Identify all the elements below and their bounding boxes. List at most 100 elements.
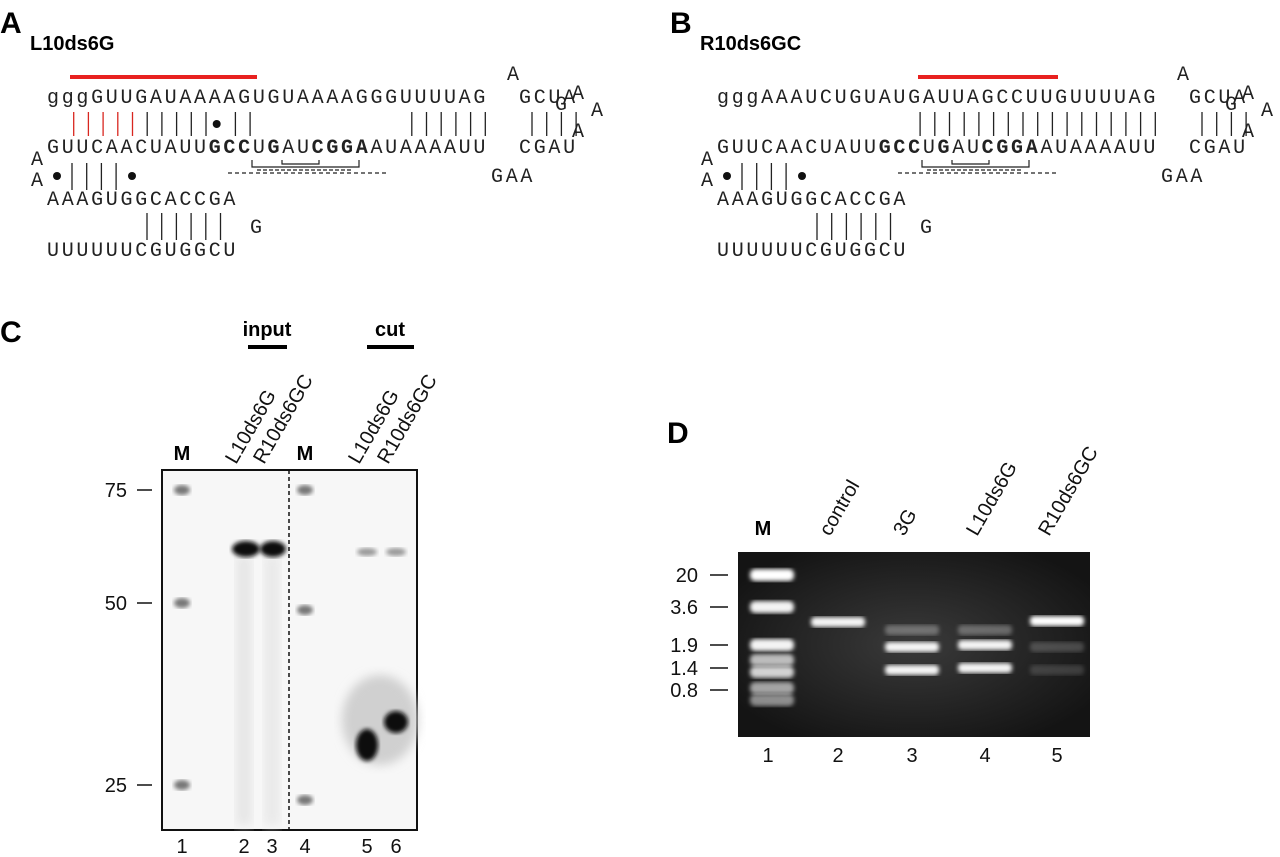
lane-number: 1: [176, 836, 187, 857]
loop-base: A: [1261, 100, 1276, 123]
loop-base: A: [31, 149, 46, 172]
wobble-dot: [53, 172, 61, 180]
structure-title: R10ds6GC: [700, 33, 801, 55]
band: [1030, 616, 1084, 626]
lane-number: 6: [390, 836, 401, 857]
panel-label: B: [670, 7, 692, 40]
band: [750, 666, 794, 678]
band: [885, 625, 939, 635]
highlight-bar: [918, 75, 1058, 79]
size-label: 0.8: [670, 680, 698, 702]
lane-number: 5: [1051, 745, 1062, 767]
sequence-part: AUAAAAUU: [370, 137, 488, 160]
loop-base: A: [591, 100, 606, 123]
sequence-part: CGGA: [982, 137, 1041, 160]
lane-number: 1: [762, 745, 773, 767]
band: [750, 682, 794, 694]
sequence-part: GUUCAACUAUU: [717, 137, 879, 160]
band: [885, 642, 939, 652]
lane-label: M: [297, 443, 314, 465]
sequence: UUUUUUCGUGGCU: [717, 240, 908, 263]
sequence: G: [250, 217, 265, 240]
band: [1030, 642, 1084, 652]
smear: [264, 555, 280, 825]
sequence-part: G: [938, 137, 953, 160]
sequence-part: AU: [282, 137, 311, 160]
sequence-part: GUUCAACUAUU: [47, 137, 209, 160]
sequence: CGAU: [519, 137, 578, 160]
band: [297, 605, 313, 615]
lane-number: 4: [299, 836, 310, 857]
loop-base: A: [701, 149, 716, 172]
band: [384, 711, 408, 733]
loop-base: A: [701, 170, 716, 193]
sequence: CGAU: [1189, 137, 1248, 160]
loop-base: A: [1242, 83, 1257, 106]
loop-base: G: [1225, 94, 1240, 117]
bracket: [251, 160, 360, 168]
smear: [236, 555, 252, 825]
lane-number: 3: [266, 836, 277, 857]
sequence-part: GCC: [209, 137, 253, 160]
size-label: 25: [105, 775, 127, 797]
band: [297, 795, 313, 805]
sequence: G: [920, 217, 935, 240]
band: [750, 569, 794, 581]
size-label: 75: [105, 480, 127, 502]
panel-label: D: [667, 417, 689, 450]
sequence: GUUCAACUAUUGCCUGAUCGGAAUAAAAUU: [717, 137, 1158, 160]
lane-number: 3: [906, 745, 917, 767]
band: [958, 663, 1012, 673]
sequence: AAAGUGGCACCGA: [717, 189, 908, 212]
sequence: gggAAAUCUGUAUGAUUAGCCUUGUUUUAG: [717, 87, 1158, 110]
sequence: UUUUUUCGUGGCU: [47, 240, 238, 263]
sequence: GCUA: [519, 87, 578, 110]
lane-label: L10ds6G: [962, 458, 1022, 539]
band: [174, 780, 190, 790]
sequence: GUUCAACUAUUGCCUGAUCGGAAUAAAAUU: [47, 137, 488, 160]
loop-base: A: [31, 170, 46, 193]
sequence: GCUA: [1189, 87, 1248, 110]
sequence-part: CGGA: [312, 137, 371, 160]
lane-number: 2: [832, 745, 843, 767]
sequence: AAAGUGGCACCGA: [47, 189, 238, 212]
band: [297, 485, 313, 495]
band: [260, 541, 286, 557]
lane-label: M: [174, 443, 191, 465]
band: [386, 548, 406, 556]
band: [356, 729, 378, 761]
band: [885, 665, 939, 675]
sequence-part: AU: [952, 137, 981, 160]
gel-c: [161, 469, 418, 831]
band: [750, 654, 794, 666]
band: [958, 640, 1012, 650]
size-label: 20: [676, 565, 698, 587]
lane-number: 5: [361, 836, 372, 857]
lane-label: R10ds6GC: [1034, 443, 1103, 540]
bracket: [951, 160, 990, 165]
wobble-dot: [128, 172, 136, 180]
sequence-part: GCC: [879, 137, 923, 160]
lane-label: control: [815, 477, 864, 540]
panel-label: A: [0, 7, 22, 40]
sequence-part: AUAAAAUU: [1040, 137, 1158, 160]
band: [811, 617, 865, 627]
size-label: 3.6: [670, 597, 698, 619]
sequence-part: G: [268, 137, 283, 160]
loop-base: A: [572, 121, 587, 144]
structure-title: L10ds6G: [30, 33, 114, 55]
loop-base: A: [1242, 121, 1257, 144]
highlight-bar: [70, 75, 257, 79]
band: [750, 694, 794, 706]
sequence: A: [507, 64, 522, 87]
sequence-part: U: [253, 137, 268, 160]
sequence: A: [1177, 64, 1192, 87]
wobble-dot: [723, 172, 731, 180]
wobble-dot: [798, 172, 806, 180]
sequence-part: U: [923, 137, 938, 160]
loop-base: A: [572, 83, 587, 106]
band: [750, 639, 794, 651]
group-label: input: [243, 319, 292, 341]
size-label: 1.4: [670, 658, 698, 680]
lane-number: 4: [979, 745, 990, 767]
